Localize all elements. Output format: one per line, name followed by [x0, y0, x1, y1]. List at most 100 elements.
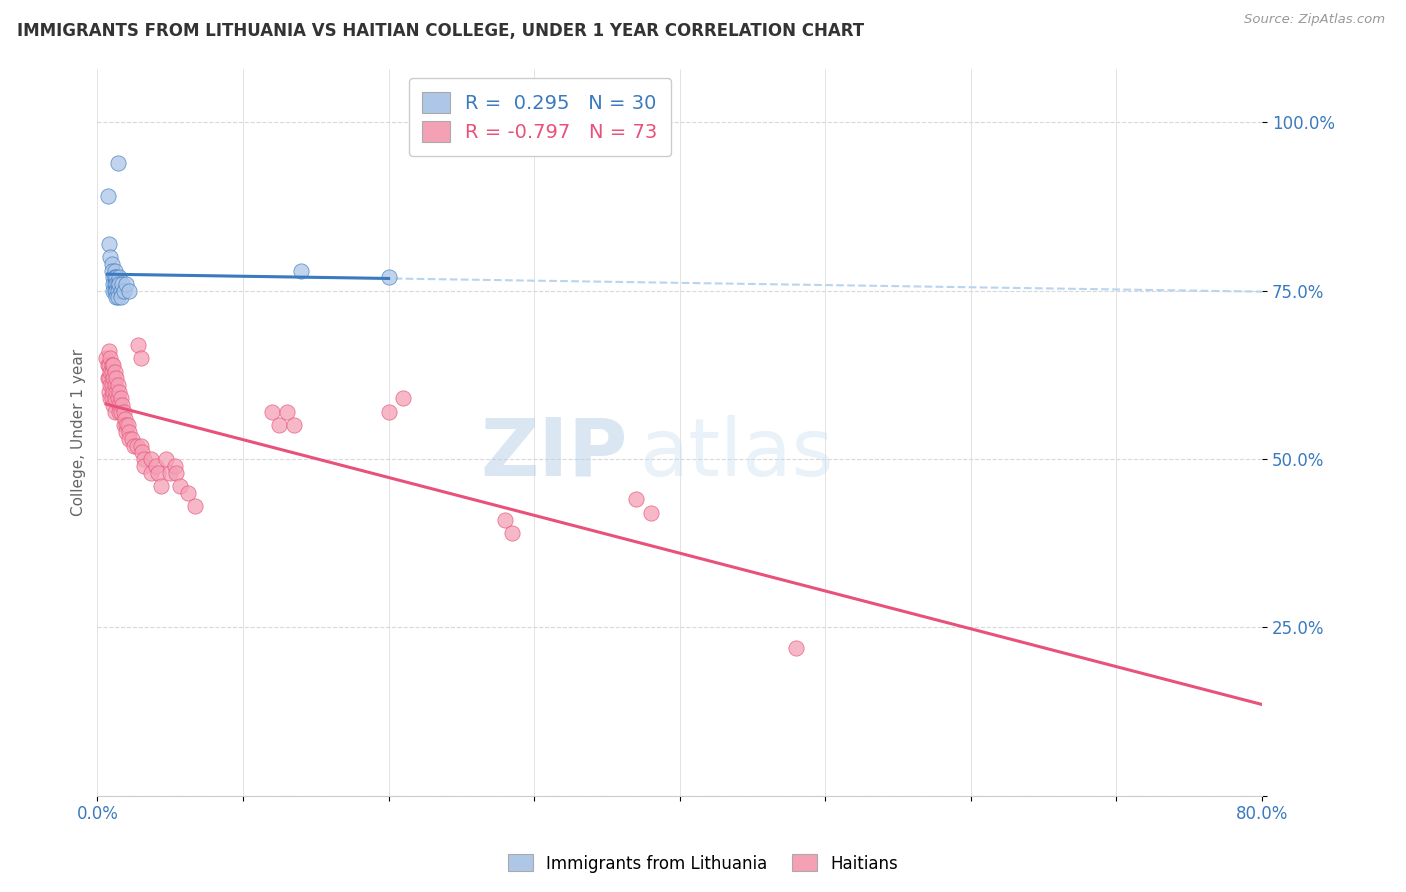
Point	[104, 392, 127, 406]
Point	[165, 466, 187, 480]
Point	[103, 384, 125, 399]
Point	[115, 277, 138, 291]
Point	[176, 485, 198, 500]
Point	[107, 378, 129, 392]
Point	[283, 418, 305, 433]
Point	[159, 466, 181, 480]
Point	[111, 398, 134, 412]
Point	[98, 384, 121, 399]
Point	[163, 458, 186, 473]
Point	[132, 458, 155, 473]
Point	[127, 337, 149, 351]
Point	[103, 277, 125, 291]
Point	[269, 418, 291, 433]
Point	[131, 445, 153, 459]
Point	[98, 344, 121, 359]
Point	[118, 425, 141, 439]
Point	[98, 358, 121, 372]
Text: atlas: atlas	[638, 415, 834, 493]
Point	[103, 398, 125, 412]
Point	[108, 270, 131, 285]
Point	[141, 466, 163, 480]
Point	[111, 277, 134, 291]
Point	[107, 392, 129, 406]
Point	[110, 392, 132, 406]
Point	[101, 392, 124, 406]
Text: Source: ZipAtlas.com: Source: ZipAtlas.com	[1244, 13, 1385, 27]
Point	[108, 398, 131, 412]
Point	[640, 506, 662, 520]
Point	[105, 270, 128, 285]
Point	[108, 405, 131, 419]
Point	[104, 378, 127, 392]
Point	[108, 277, 131, 291]
Point	[377, 270, 399, 285]
Point	[501, 526, 523, 541]
Point	[112, 418, 135, 433]
Point	[145, 458, 167, 473]
Point	[107, 156, 129, 170]
Point	[105, 277, 128, 291]
Point	[101, 263, 124, 277]
Text: IMMIGRANTS FROM LITHUANIA VS HAITIAN COLLEGE, UNDER 1 YEAR CORRELATION CHART: IMMIGRANTS FROM LITHUANIA VS HAITIAN COL…	[17, 22, 865, 40]
Point	[100, 250, 122, 264]
Point	[110, 405, 132, 419]
Point	[104, 270, 127, 285]
Point	[103, 358, 125, 372]
Point	[105, 384, 128, 399]
Point	[392, 392, 415, 406]
Text: ZIP: ZIP	[479, 415, 627, 493]
Point	[112, 284, 135, 298]
Point	[101, 257, 124, 271]
Point	[107, 290, 129, 304]
Point	[108, 384, 131, 399]
Point	[122, 439, 145, 453]
Point	[100, 392, 122, 406]
Point	[155, 452, 177, 467]
Point	[118, 284, 141, 298]
Point	[184, 499, 207, 513]
Point	[110, 284, 132, 298]
Point	[118, 432, 141, 446]
Point	[114, 411, 136, 425]
Point	[100, 365, 122, 379]
Legend: Immigrants from Lithuania, Haitians: Immigrants from Lithuania, Haitians	[501, 847, 905, 880]
Point	[132, 452, 155, 467]
Point	[260, 405, 283, 419]
Point	[121, 432, 143, 446]
Point	[377, 405, 399, 419]
Y-axis label: College, Under 1 year: College, Under 1 year	[72, 349, 86, 516]
Point	[129, 351, 152, 365]
Point	[494, 513, 516, 527]
Point	[107, 284, 129, 298]
Point	[96, 358, 118, 372]
Point	[110, 290, 132, 304]
Point	[150, 479, 173, 493]
Point	[96, 189, 118, 203]
Point	[101, 365, 124, 379]
Legend: R =  0.295   N = 30, R = -0.797   N = 73: R = 0.295 N = 30, R = -0.797 N = 73	[409, 78, 671, 155]
Point	[98, 236, 121, 251]
Point	[104, 263, 127, 277]
Point	[785, 640, 807, 655]
Point	[112, 405, 135, 419]
Point	[624, 492, 647, 507]
Point	[115, 418, 138, 433]
Point	[276, 405, 298, 419]
Point	[94, 351, 117, 365]
Point	[103, 371, 125, 385]
Point	[104, 277, 127, 291]
Point	[98, 371, 121, 385]
Point	[290, 263, 312, 277]
Point	[96, 371, 118, 385]
Point	[129, 439, 152, 453]
Point	[115, 425, 138, 439]
Point	[104, 405, 127, 419]
Point	[101, 358, 124, 372]
Point	[104, 284, 127, 298]
Point	[104, 365, 127, 379]
Point	[101, 378, 124, 392]
Point	[100, 378, 122, 392]
Point	[125, 439, 148, 453]
Point	[107, 277, 129, 291]
